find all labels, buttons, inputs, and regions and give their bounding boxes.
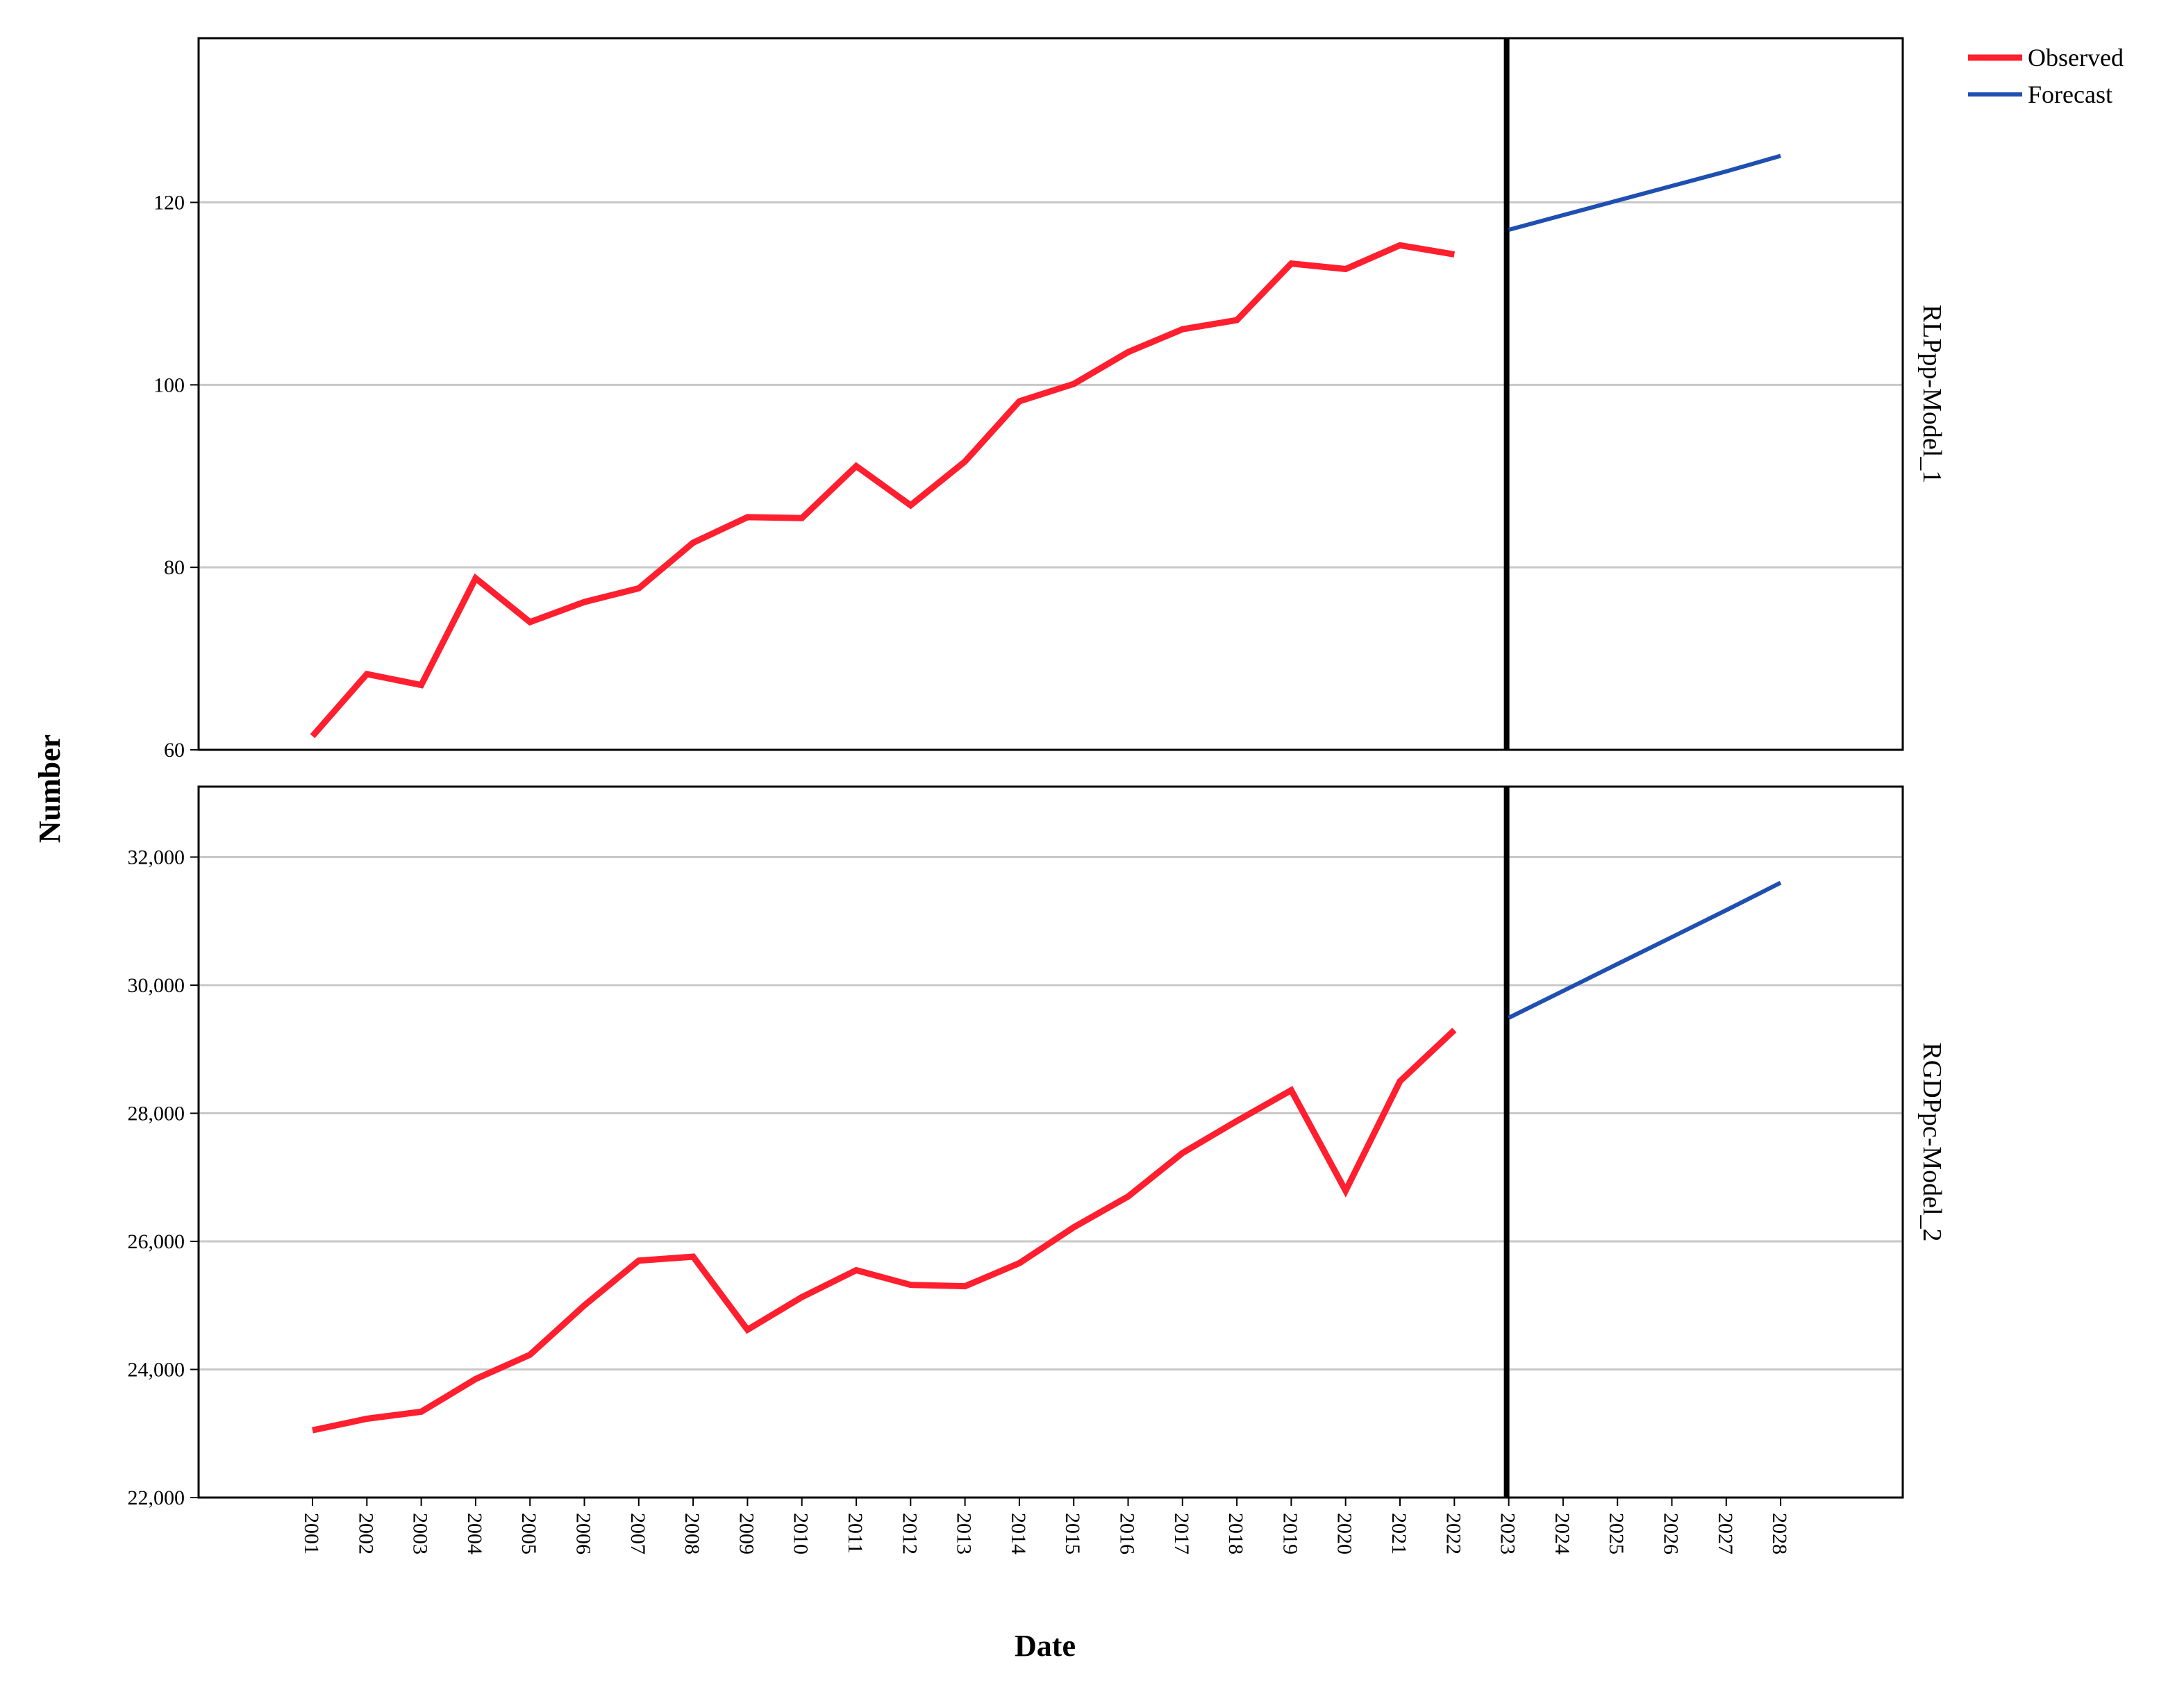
x-tick-label: 2013 (953, 1513, 976, 1554)
x-tick-label: 2028 (1768, 1513, 1791, 1554)
x-tick-label: 2002 (354, 1513, 377, 1554)
x-tick-label: 2025 (1605, 1513, 1628, 1554)
y-tick-label: 22,000 (128, 1486, 185, 1509)
x-tick-label: 2008 (681, 1513, 703, 1554)
x-tick-label: 2024 (1551, 1513, 1574, 1554)
chart-panels: 60 80 100 120 RLPpp-Model_1 22,000 24,000 26,00… (128, 37, 1947, 1554)
panel-frame (197, 785, 1904, 1499)
x-tick-label: 2022 (1442, 1513, 1465, 1554)
x-tick-label: 2023 (1497, 1513, 1519, 1554)
x-tick-label: 2010 (790, 1513, 812, 1554)
x-tick-label: 2014 (1007, 1513, 1030, 1554)
x-tick-label: 2019 (1278, 1513, 1301, 1554)
x-tick-label: 2011 (844, 1513, 867, 1554)
legend-label-observed: Observed (2028, 44, 2124, 72)
x-tick-label: 2004 (463, 1513, 486, 1554)
y-tick-label: 24,000 (128, 1358, 185, 1381)
x-tick-label: 2021 (1387, 1513, 1410, 1554)
legend: Observed Forecast (1968, 44, 2124, 108)
y-tick-label: 28,000 (128, 1102, 185, 1125)
y-tick-label: 60 (164, 739, 185, 762)
y-tick-label: 100 (153, 374, 185, 396)
y-axis-title: Number (33, 735, 67, 843)
series-line-observed (310, 242, 1456, 739)
panel-label: RGDPpc-Model_2 (1917, 1042, 1947, 1241)
x-tick-label: 2006 (572, 1513, 595, 1554)
x-tick-label: 2012 (898, 1513, 921, 1554)
x-tick-label: 2016 (1116, 1513, 1139, 1554)
x-tick-label: 2003 (409, 1513, 432, 1554)
x-tick-label: 2001 (300, 1513, 323, 1554)
y-tick-label: 30,000 (128, 974, 185, 997)
series-line-forecast (1508, 153, 1781, 232)
y-tick-label: 120 (153, 192, 185, 215)
legend-label-forecast: Forecast (2028, 81, 2112, 108)
y-tick-label: 32,000 (128, 846, 185, 869)
series-line-observed (312, 1028, 1457, 1434)
x-tick-label: 2026 (1660, 1513, 1683, 1554)
y-tick-label: 26,000 (128, 1230, 185, 1253)
x-tick-label: 2009 (735, 1513, 758, 1554)
x-tick-label: 2007 (626, 1513, 649, 1554)
y-tick-label: 80 (164, 556, 185, 579)
x-tick-label: 2005 (517, 1513, 540, 1554)
panel-2: 22,000 24,000 26,000 28,000 30,000 32,000 RGDP… (128, 785, 1947, 1509)
x-tick-label: 2017 (1170, 1513, 1193, 1554)
x-tick-label: 2020 (1333, 1513, 1356, 1554)
x-tick-label: 2027 (1714, 1513, 1737, 1554)
series-line-forecast (1508, 880, 1782, 1020)
panel-1: 60 80 100 120 RLPpp-Model_1 (153, 37, 1947, 762)
panel-label: RLPpp-Model_1 (1917, 305, 1947, 484)
panel-frame (197, 37, 1904, 751)
x-axis-title: Date (1015, 1629, 1076, 1663)
x-tick-label: 2015 (1061, 1513, 1084, 1554)
x-tick-label: 2018 (1224, 1513, 1247, 1554)
